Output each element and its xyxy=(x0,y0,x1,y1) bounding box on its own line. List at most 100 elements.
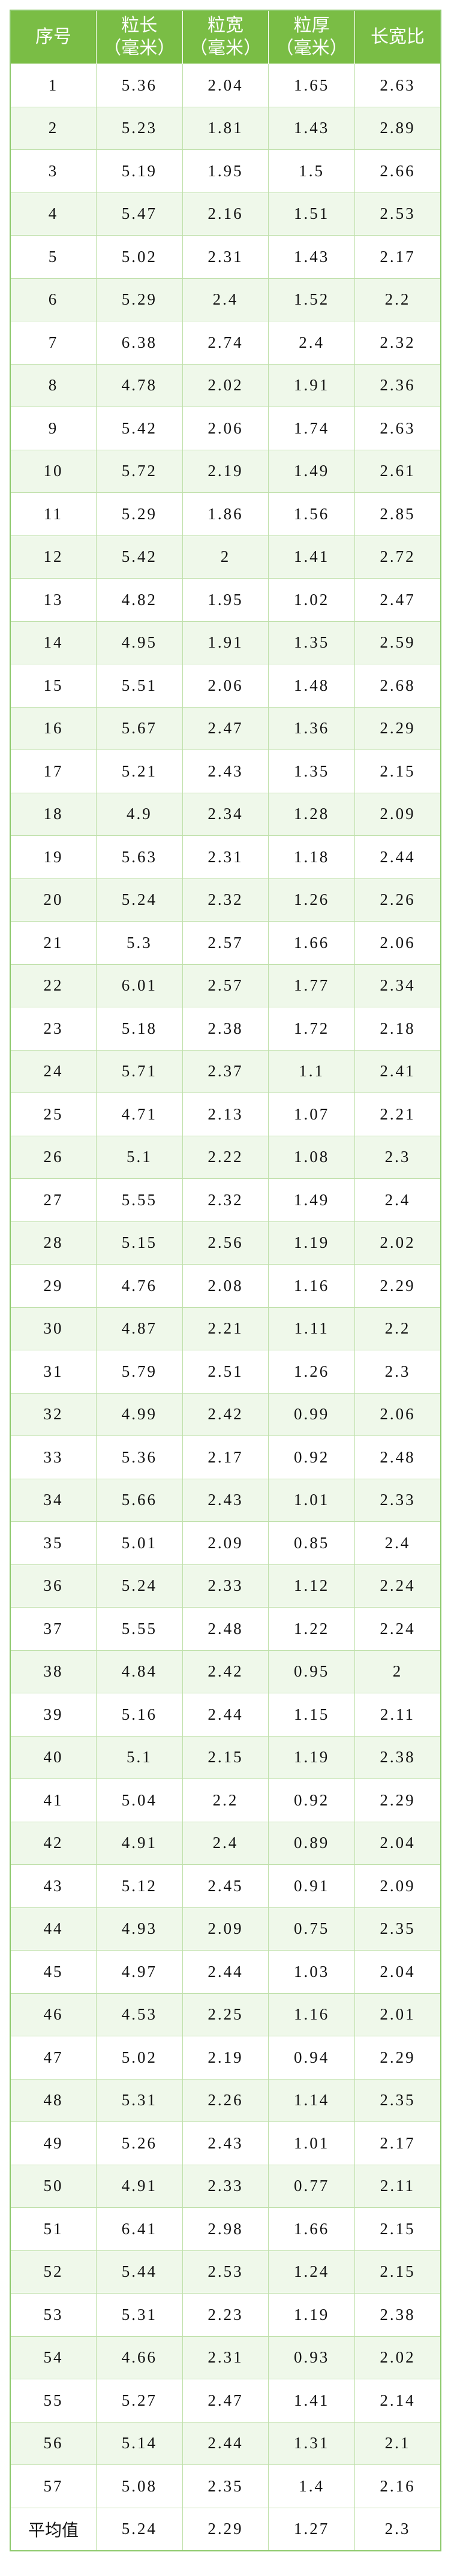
cell-width: 2.38 xyxy=(182,1007,269,1051)
cell-length: 4.9 xyxy=(96,792,183,836)
cell-index: 55 xyxy=(10,2379,97,2422)
cell-ratio: 2.35 xyxy=(354,1907,441,1951)
cell-thickness: 1.02 xyxy=(268,578,355,622)
cell-index: 29 xyxy=(10,1264,97,1308)
cell-thickness: 1.66 xyxy=(268,2207,355,2251)
cell-width: 2.42 xyxy=(182,1650,269,1693)
cell-index: 52 xyxy=(10,2250,97,2294)
cell-ratio: 2.4 xyxy=(354,1521,441,1565)
cell-ratio: 2.15 xyxy=(354,2250,441,2294)
cell-length: 5.31 xyxy=(96,2078,183,2122)
table-row: 51 6.41 2.98 1.66 2.15 xyxy=(10,2207,441,2251)
cell-thickness: 1.52 xyxy=(268,278,355,321)
cell-thickness: 0.77 xyxy=(268,2164,355,2208)
cell-length: 5.55 xyxy=(96,1178,183,1222)
table-row: 23 5.18 2.38 1.72 2.18 xyxy=(10,1007,441,1051)
cell-length: 5.3 xyxy=(96,921,183,965)
cell-index: 34 xyxy=(10,1478,97,1522)
cell-length: 5.36 xyxy=(96,1436,183,1479)
cell-thickness: 2.4 xyxy=(268,321,355,365)
table-row: 14 4.95 1.91 1.35 2.59 xyxy=(10,621,441,664)
cell-ratio: 2.18 xyxy=(354,1007,441,1051)
cell-width: 2.06 xyxy=(182,407,269,450)
cell-width: 2.2 xyxy=(182,1778,269,1822)
cell-length: 5.12 xyxy=(96,1864,183,1908)
header-label: 粒长 xyxy=(121,16,158,35)
cell-index: 10 xyxy=(10,449,97,493)
cell-width: 2.16 xyxy=(182,192,269,236)
cell-width: 2.33 xyxy=(182,2164,269,2208)
table-row: 16 5.67 2.47 1.36 2.29 xyxy=(10,706,441,750)
cell-length: 5.44 xyxy=(96,2250,183,2294)
cell-ratio: 2.24 xyxy=(354,1607,441,1651)
cell-thickness: 1.18 xyxy=(268,835,355,879)
cell-length: 5.79 xyxy=(96,1350,183,1394)
cell-thickness: 1.22 xyxy=(268,1607,355,1651)
cell-length: 6.01 xyxy=(96,964,183,1007)
cell-thickness: 1.16 xyxy=(268,1264,355,1308)
cell-length: 5.15 xyxy=(96,1221,183,1265)
table-row: 41 5.04 2.2 0.92 2.29 xyxy=(10,1778,441,1822)
cell-index: 5 xyxy=(10,235,97,279)
cell-index: 50 xyxy=(10,2164,97,2208)
cell-length: 5.08 xyxy=(96,2464,183,2508)
cell-length: 6.41 xyxy=(96,2207,183,2251)
header-unit: （毫米） xyxy=(189,38,261,58)
cell-ratio: 2.63 xyxy=(354,407,441,450)
cell-thickness: 1.41 xyxy=(268,2379,355,2422)
cell-thickness: 1.41 xyxy=(268,535,355,579)
cell-length: 4.53 xyxy=(96,1993,183,2036)
cell-thickness: 0.95 xyxy=(268,1650,355,1693)
cell-length: 5.24 xyxy=(96,1564,183,1608)
table-row: 3 5.19 1.95 1.5 2.66 xyxy=(10,149,441,193)
cell-index: 39 xyxy=(10,1693,97,1737)
cell-length: 5.26 xyxy=(96,2121,183,2165)
cell-thickness: 1.27 xyxy=(268,2507,355,2551)
cell-ratio: 2.41 xyxy=(354,1049,441,1093)
table-row: 26 5.1 2.22 1.08 2.3 xyxy=(10,1135,441,1179)
cell-width: 2.43 xyxy=(182,750,269,793)
table-row: 36 5.24 2.33 1.12 2.24 xyxy=(10,1564,441,1608)
header-length: 粒长 （毫米） xyxy=(96,10,183,64)
header-ratio: 长宽比 xyxy=(354,10,441,64)
cell-ratio: 2.3 xyxy=(354,2507,441,2551)
header-index: 序号 xyxy=(10,10,97,64)
cell-index: 18 xyxy=(10,792,97,836)
cell-length: 4.97 xyxy=(96,1950,183,1994)
cell-width: 2.23 xyxy=(182,2293,269,2337)
cell-index: 25 xyxy=(10,1093,97,1136)
cell-thickness: 1.1 xyxy=(268,1049,355,1093)
cell-length: 4.93 xyxy=(96,1907,183,1951)
cell-ratio: 2.38 xyxy=(354,2293,441,2337)
cell-index: 33 xyxy=(10,1436,97,1479)
cell-ratio: 2.29 xyxy=(354,2036,441,2080)
cell-width: 2.19 xyxy=(182,449,269,493)
table-row: 7 6.38 2.74 2.4 2.32 xyxy=(10,321,441,365)
cell-length: 5.04 xyxy=(96,1778,183,1822)
cell-index: 17 xyxy=(10,750,97,793)
table-row: 43 5.12 2.45 0.91 2.09 xyxy=(10,1864,441,1908)
cell-ratio: 2.04 xyxy=(354,1950,441,1994)
cell-width: 2.02 xyxy=(182,363,269,407)
cell-length: 4.66 xyxy=(96,2336,183,2379)
cell-index: 46 xyxy=(10,1993,97,2036)
table-row: 37 5.55 2.48 1.22 2.24 xyxy=(10,1607,441,1651)
table-row: 40 5.1 2.15 1.19 2.38 xyxy=(10,1735,441,1779)
cell-length: 5.18 xyxy=(96,1007,183,1051)
cell-length: 5.31 xyxy=(96,2293,183,2337)
cell-width: 2.26 xyxy=(182,2078,269,2122)
cell-width: 2.17 xyxy=(182,1436,269,1479)
cell-thickness: 1.03 xyxy=(268,1950,355,1994)
cell-length: 5.66 xyxy=(96,1478,183,1522)
table-row: 24 5.71 2.37 1.1 2.41 xyxy=(10,1049,441,1093)
cell-width: 2.09 xyxy=(182,1521,269,1565)
cell-thickness: 1.51 xyxy=(268,192,355,236)
cell-length: 5.23 xyxy=(96,106,183,150)
cell-ratio: 2.2 xyxy=(354,1307,441,1350)
cell-index: 42 xyxy=(10,1821,97,1865)
cell-width: 2.57 xyxy=(182,964,269,1007)
cell-thickness: 1.43 xyxy=(268,235,355,279)
cell-ratio: 2.01 xyxy=(354,1993,441,2036)
cell-width: 2.21 xyxy=(182,1307,269,1350)
cell-length: 6.38 xyxy=(96,321,183,365)
